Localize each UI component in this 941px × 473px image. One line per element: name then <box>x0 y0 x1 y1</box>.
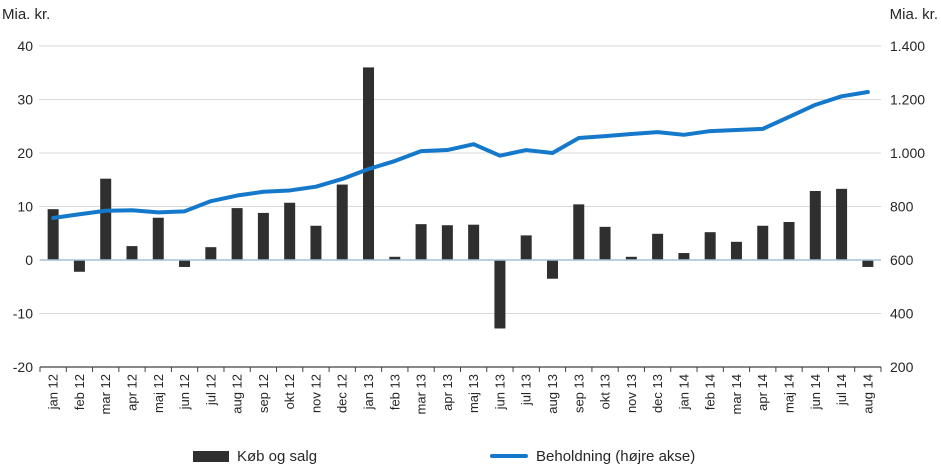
bar <box>678 253 690 260</box>
x-axis-tick-label: maj 12 <box>151 374 166 413</box>
bar <box>389 256 401 260</box>
x-axis-tick-label: feb 12 <box>72 374 87 410</box>
line-series-swatch-icon <box>490 454 528 458</box>
x-axis-tick-label: apr 12 <box>124 374 139 411</box>
bar <box>284 202 296 260</box>
legend-item-kob-og-salg: Køb og salg <box>193 444 317 468</box>
bar <box>152 217 164 260</box>
x-axis-tick-label: jan 14 <box>676 374 691 410</box>
right-axis-tick-label: 1.200 <box>890 92 925 108</box>
bar <box>783 222 795 260</box>
left-axis-tick-label: 10 <box>17 199 33 215</box>
left-axis-tick-label: -10 <box>13 306 33 322</box>
bar <box>336 184 348 260</box>
right-axis-tick-label: 800 <box>890 199 914 215</box>
x-axis-tick-label: nov 13 <box>624 374 639 413</box>
x-axis-tick-label: feb 14 <box>703 374 718 410</box>
x-axis-tick-label: jul 14 <box>834 374 849 406</box>
x-axis-tick-label: okt 13 <box>598 374 613 409</box>
x-axis-tick-label: jul 12 <box>203 374 218 406</box>
chart-legend: Køb og salg Beholdning (højre akse) <box>0 444 941 470</box>
left-axis-tick-label: 20 <box>17 145 33 161</box>
x-axis-tick-label: sep 12 <box>256 374 271 413</box>
x-axis-tick-label: aug 13 <box>545 374 560 414</box>
x-axis-tick-label: nov 12 <box>308 374 323 413</box>
bar <box>441 225 453 260</box>
legend-item-beholdning: Beholdning (højre akse) <box>490 444 695 468</box>
x-axis-tick-label: mar 14 <box>729 374 744 414</box>
bar <box>573 204 585 260</box>
bar <box>757 225 769 260</box>
bar <box>599 226 611 260</box>
x-axis-tick-label: apr 13 <box>440 374 455 411</box>
x-axis-tick-label: jul 13 <box>519 374 534 406</box>
bar <box>363 67 375 261</box>
x-axis-tick-label: aug 14 <box>860 374 875 414</box>
right-axis-tick-label: 400 <box>890 306 914 322</box>
x-axis-tick-label: jun 12 <box>177 374 192 410</box>
bar <box>730 241 742 260</box>
bar <box>546 260 558 279</box>
bar <box>625 256 637 260</box>
bar <box>257 212 269 260</box>
x-axis-tick-label: mar 12 <box>98 374 113 414</box>
bar <box>836 188 848 260</box>
x-axis-tick-label: jun 14 <box>808 374 823 410</box>
legend-label-beholdning: Beholdning (højre akse) <box>536 447 696 465</box>
bar-series <box>47 67 874 329</box>
right-axis-tick-label: 1.000 <box>890 145 925 161</box>
left-axis-tick-label: 40 <box>17 38 33 54</box>
bar <box>468 224 480 260</box>
bar <box>231 208 243 260</box>
x-axis-tick-label: feb 13 <box>387 374 402 410</box>
right-axis-tick-label: 1.400 <box>890 38 925 54</box>
x-axis-tick-label: dec 13 <box>650 374 665 413</box>
line-series <box>51 90 870 221</box>
bar <box>47 209 59 260</box>
left-axis-title: Mia. kr. <box>2 6 51 23</box>
x-axis-tick-label: okt 12 <box>282 374 297 409</box>
combo-chart-plot: 40 1.400 30 1.200 20 1.000 10 800 0 600 -10 400 -20 2… <box>13 38 925 414</box>
legend-label-kob-og-salg: Køb og salg <box>237 447 318 465</box>
bar <box>704 232 716 260</box>
x-axis-tick-label: apr 14 <box>755 374 770 411</box>
bar <box>179 260 191 267</box>
x-axis-tick-label: jun 13 <box>492 374 507 410</box>
x-axis-tick-label: jan 13 <box>361 374 376 410</box>
bar <box>494 260 506 329</box>
left-axis-tick-label: -20 <box>13 359 33 375</box>
x-axis-tick-label: aug 12 <box>230 374 245 414</box>
x-axis-tick-label: sep 13 <box>571 374 586 413</box>
bar <box>126 246 138 260</box>
x-axis-tick-label: mar 13 <box>414 374 429 414</box>
bar <box>205 247 217 260</box>
left-axis-tick-label: 0 <box>25 252 33 268</box>
bar-series-swatch-icon <box>193 450 229 462</box>
bar <box>809 190 821 260</box>
bar <box>310 225 322 260</box>
x-axis-tick-label: jan 12 <box>46 374 61 410</box>
right-axis-tick-label: 600 <box>890 252 914 268</box>
right-axis-tick-label: 200 <box>890 359 914 375</box>
bar <box>415 224 427 260</box>
bar <box>100 178 112 260</box>
x-axis-tick-label: dec 12 <box>335 374 350 413</box>
bar <box>73 260 85 272</box>
left-axis-tick-label: 30 <box>17 92 33 108</box>
right-axis-title: Mia. kr. <box>889 6 938 23</box>
x-axis-tick-label: maj 13 <box>466 374 481 413</box>
bar <box>652 233 664 260</box>
bar <box>862 260 874 267</box>
x-axis-tick-label: maj 14 <box>782 374 797 413</box>
bar <box>520 235 532 260</box>
